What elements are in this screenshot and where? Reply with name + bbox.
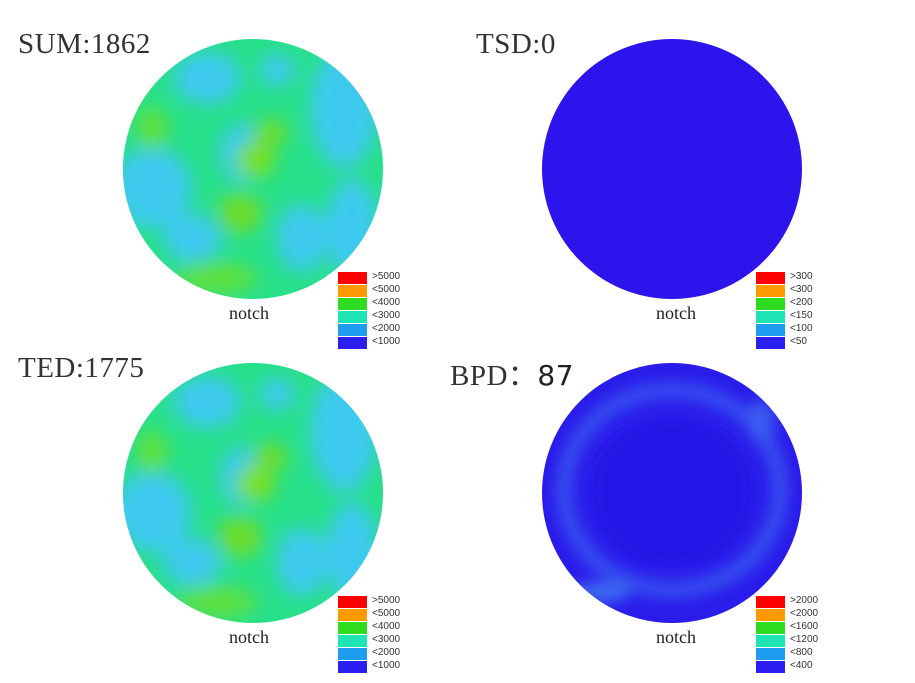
legend-swatch: [756, 272, 785, 284]
panel-title: BPD：87: [450, 352, 574, 394]
notch-label: notch: [656, 303, 696, 323]
legend-label: <400: [790, 660, 813, 671]
wafer-map-sum: [123, 39, 383, 299]
legend-swatch: [338, 661, 367, 673]
notch-label: notch: [656, 627, 696, 647]
wafer-map-tsd: [542, 39, 802, 299]
panel-tsd: TSD:0 notch >300 <300 <200 <150 <100 <50: [0, 0, 813, 349]
panel-title: SUM:1862: [18, 28, 151, 60]
panel-title-label: BPD：: [450, 360, 538, 392]
legend-swatch: [756, 622, 785, 634]
legend-label: <100: [790, 323, 813, 334]
legend-swatch: [338, 337, 367, 349]
legend-swatch: [338, 648, 367, 660]
legend-label: >5000: [372, 595, 401, 606]
legend-swatch: [338, 596, 367, 608]
legend-label: <2000: [372, 647, 401, 658]
legend-swatch: [756, 635, 785, 647]
legend-swatch: [338, 622, 367, 634]
legend-label: <4000: [372, 297, 401, 308]
legend-label: <800: [790, 647, 813, 658]
notch-label: notch: [229, 627, 269, 647]
legend-swatch: [756, 596, 785, 608]
legend-swatch: [756, 648, 785, 660]
wafer-map-ted: [123, 363, 383, 623]
panel-sum: SUM:1862 notch >50: [0, 0, 440, 349]
wafer-map-bpd: [542, 363, 802, 623]
legend-swatch: [338, 272, 367, 284]
legend-label: <2000: [372, 323, 401, 334]
legend-label: <1000: [372, 660, 401, 671]
legend-swatch: [338, 285, 367, 297]
legend-label: >2000: [790, 595, 819, 606]
legend-swatch: [756, 298, 785, 310]
legend-swatch: [756, 609, 785, 621]
legend-label: <150: [790, 310, 813, 321]
panel-bpd: BPD：87 notch >2000 <2000 <1600 <1200 <800 <40…: [0, 0, 818, 673]
panel-ted: TED:1775 notch >50: [0, 0, 440, 673]
legend-swatch: [338, 311, 367, 323]
legend-label: <1000: [372, 336, 401, 347]
legend-label: <4000: [372, 621, 401, 632]
legend-swatch: [756, 285, 785, 297]
legend-swatch: [338, 324, 367, 336]
legend-label: <1200: [790, 634, 819, 645]
legend-label: <3000: [372, 634, 401, 645]
legend-label: <3000: [372, 310, 401, 321]
legend-swatch: [756, 324, 785, 336]
panel-title: TED:1775: [18, 352, 145, 384]
legend-swatch: [338, 298, 367, 310]
legend-label: <200: [790, 297, 813, 308]
notch-label: notch: [229, 303, 269, 323]
legend-label: <5000: [372, 608, 401, 619]
legend-swatch: [756, 661, 785, 673]
panel-title-value: 87: [537, 359, 575, 392]
legend-label: >300: [790, 271, 813, 282]
legend-swatch: [756, 311, 785, 323]
legend-label: <5000: [372, 284, 401, 295]
panel-title: TSD:0: [476, 28, 556, 60]
legend-label: <2000: [790, 608, 819, 619]
legend-swatch: [338, 609, 367, 621]
legend-label: <50: [790, 336, 807, 347]
legend-label: >5000: [372, 271, 401, 282]
legend-label: <1600: [790, 621, 819, 632]
legend-swatch: [756, 337, 785, 349]
legend-swatch: [338, 635, 367, 647]
legend-label: <300: [790, 284, 813, 295]
